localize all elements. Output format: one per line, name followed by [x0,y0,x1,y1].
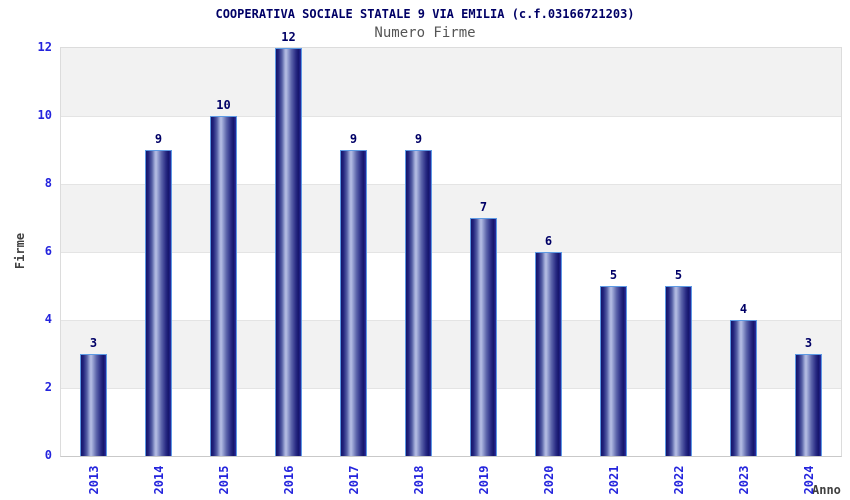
gridline [61,320,841,321]
chart-subtitle: Numero Firme [374,25,476,41]
bar-value-label: 5 [609,268,618,282]
x-tick-label: 2017 [346,465,361,495]
gridline [61,388,841,389]
x-tick-label: 2024 [801,465,816,495]
bar-value-label: 9 [349,132,358,146]
bar-2013 [80,354,107,456]
bar-2020 [535,252,562,456]
bar-value-label: 10 [216,98,231,112]
bar-2014 [145,150,172,456]
x-tick-label: 2013 [86,465,101,495]
bar-2019 [470,218,497,456]
x-tick-label: 2023 [736,465,751,495]
bar-value-label: 5 [674,268,683,282]
bar-2018 [405,150,432,456]
y-tick-label: 12 [37,40,52,54]
gridline [61,184,841,185]
bar-value-label: 12 [281,30,296,44]
bar-value-label: 3 [804,336,813,350]
x-tick-label: 2015 [216,465,231,495]
gridline [61,252,841,253]
y-tick-label: 6 [44,244,52,258]
y-tick-label: 8 [44,176,52,190]
x-tick-label: 2018 [411,465,426,495]
x-tick-label: 2021 [606,465,621,495]
bar-value-label: 9 [414,132,423,146]
bar-2016 [275,48,302,456]
bar-2022 [665,286,692,456]
bar-2015 [210,116,237,456]
plot-area [60,47,842,457]
y-tick-label: 0 [44,448,52,462]
y-tick-label: 2 [44,380,52,394]
x-tick-label: 2014 [151,465,166,495]
chart-title: COOPERATIVA SOCIALE STATALE 9 VIA EMILIA… [215,7,635,21]
y-tick-label: 10 [37,108,52,122]
bar-2024 [795,354,822,456]
bar-value-label: 9 [154,132,163,146]
bar-2023 [730,320,757,456]
x-axis-label: Anno [812,483,841,497]
bar-value-label: 4 [739,302,748,316]
bar-value-label: 7 [479,200,488,214]
bar-value-label: 6 [544,234,553,248]
bar-2021 [600,286,627,456]
gridline [61,116,841,117]
y-tick-label: 4 [44,312,52,326]
x-tick-label: 2016 [281,465,296,495]
bar-2017 [340,150,367,456]
x-tick-label: 2019 [476,465,491,495]
x-tick-label: 2020 [541,465,556,495]
bar-value-label: 3 [89,336,98,350]
x-tick-label: 2022 [671,465,686,495]
